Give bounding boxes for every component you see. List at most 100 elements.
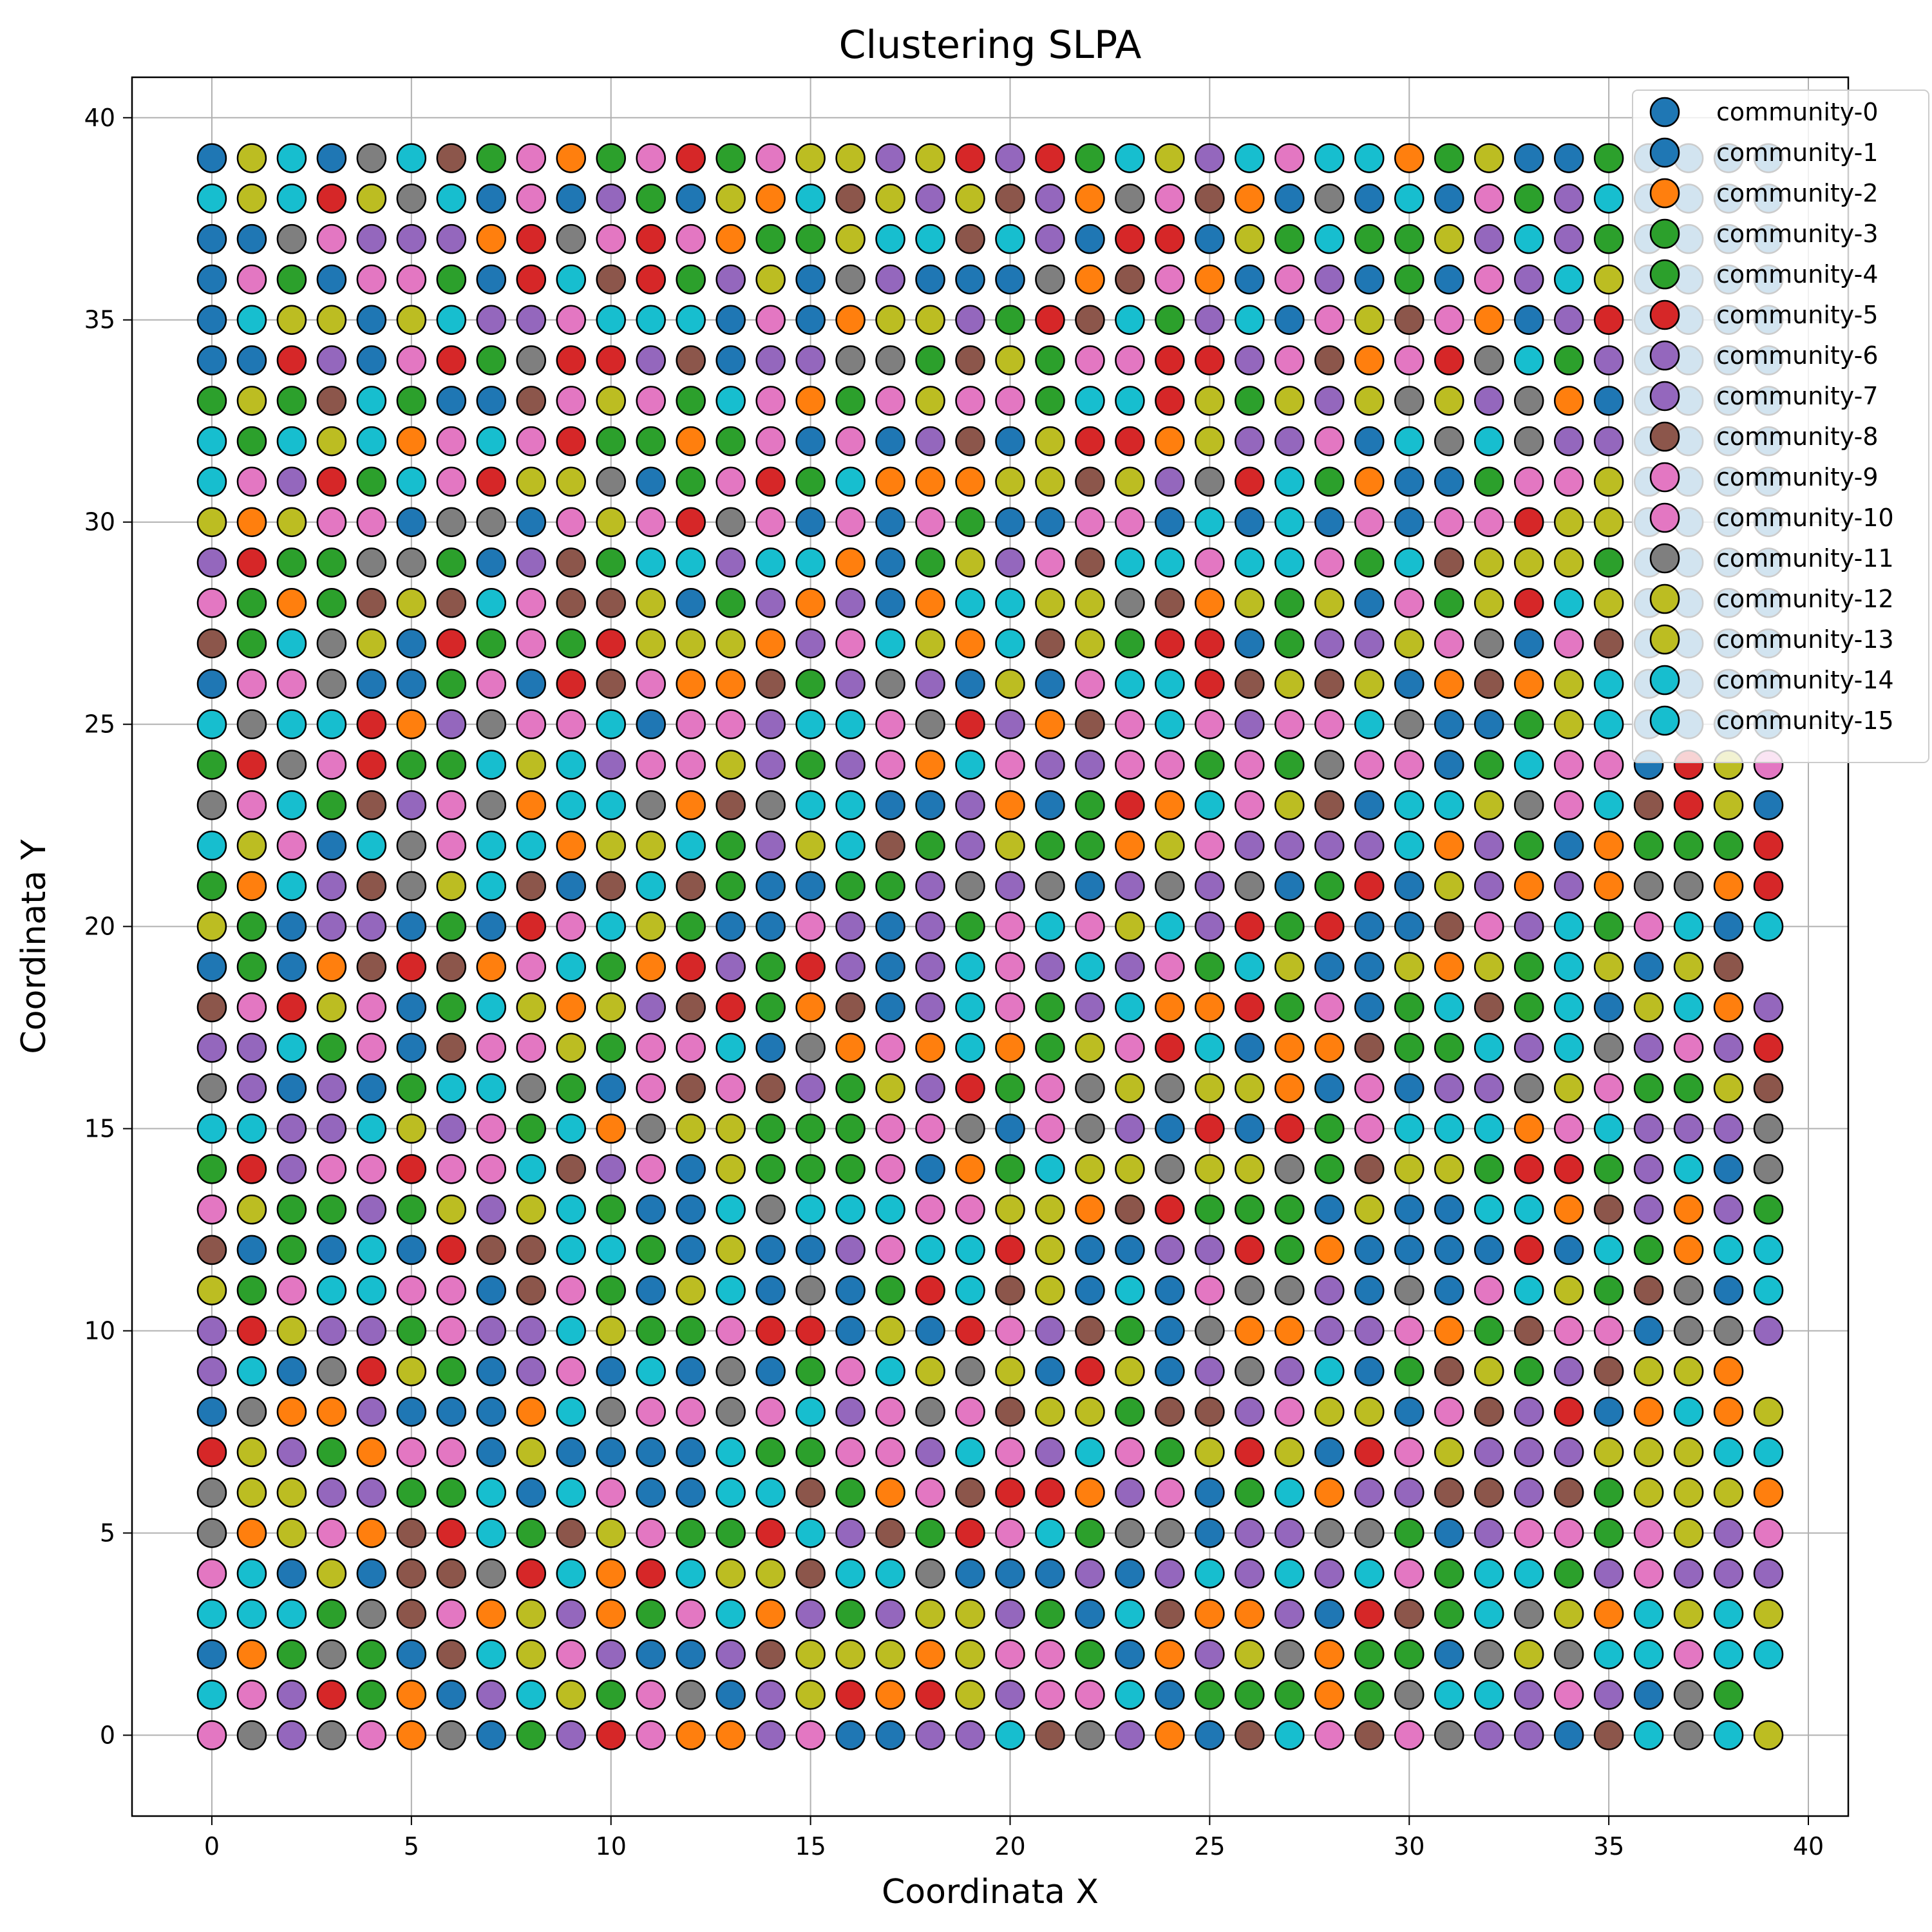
data-point	[636, 1113, 666, 1144]
data-point	[715, 1396, 746, 1427]
data-point	[236, 1396, 267, 1427]
data-point	[835, 1275, 866, 1305]
data-point	[795, 1598, 826, 1629]
data-point	[276, 1113, 307, 1144]
data-point	[1195, 223, 1225, 254]
data-point	[1155, 547, 1185, 578]
data-point	[316, 668, 347, 699]
data-point	[1035, 1194, 1065, 1225]
data-point	[1593, 1477, 1624, 1508]
data-point	[356, 223, 387, 254]
data-point	[1394, 1275, 1425, 1305]
data-point	[1633, 1275, 1664, 1305]
data-point	[995, 1437, 1025, 1468]
data-point	[755, 1275, 786, 1305]
data-point	[1473, 871, 1504, 902]
data-point	[1075, 1032, 1105, 1063]
data-point	[715, 1639, 746, 1670]
data-point	[436, 911, 467, 942]
data-point	[196, 1437, 227, 1468]
data-point	[1713, 1356, 1744, 1387]
data-point	[196, 466, 227, 497]
data-point	[276, 790, 307, 820]
data-point	[316, 830, 347, 861]
data-point	[755, 871, 786, 902]
data-point	[1075, 1558, 1105, 1589]
data-point	[476, 1154, 507, 1184]
data-point	[316, 1275, 347, 1305]
plot-frame	[131, 76, 1850, 1817]
data-point	[1434, 1154, 1464, 1184]
legend-label: community-7	[1716, 382, 1879, 410]
data-point	[875, 345, 905, 375]
data-point	[516, 1235, 547, 1265]
data-point	[636, 1437, 666, 1468]
data-point	[516, 992, 547, 1023]
data-point	[396, 1356, 427, 1387]
data-point	[556, 871, 586, 902]
legend-label: community-10	[1716, 504, 1894, 532]
data-point	[636, 1477, 666, 1508]
data-point	[396, 426, 427, 457]
data-point	[715, 184, 746, 214]
data-point	[1593, 1194, 1624, 1225]
data-point	[1195, 1396, 1225, 1427]
data-point	[955, 547, 985, 578]
data-point	[1035, 1558, 1065, 1589]
data-point	[676, 1598, 706, 1629]
data-point	[1354, 1639, 1385, 1670]
data-point	[1394, 426, 1425, 457]
data-point	[1314, 1437, 1345, 1468]
data-point	[875, 184, 905, 214]
data-point	[516, 1720, 547, 1750]
data-point	[875, 1275, 905, 1305]
data-point	[596, 1032, 626, 1063]
data-point	[516, 1598, 547, 1629]
data-point	[436, 750, 467, 780]
data-point	[1434, 1113, 1464, 1144]
data-point	[1314, 1316, 1345, 1346]
data-point	[835, 750, 866, 780]
data-point	[516, 1316, 547, 1346]
data-point	[955, 1598, 985, 1629]
data-point	[755, 223, 786, 254]
data-point	[1235, 1396, 1265, 1427]
data-point	[676, 871, 706, 902]
data-point	[995, 1396, 1025, 1427]
data-point	[1633, 952, 1664, 982]
data-point	[1155, 668, 1185, 699]
data-point	[436, 992, 467, 1023]
data-point	[835, 1194, 866, 1225]
data-point	[1274, 1598, 1305, 1629]
data-point	[1314, 184, 1345, 214]
data-point	[1434, 1275, 1464, 1305]
data-point	[676, 1680, 706, 1710]
data-point	[1434, 1396, 1464, 1427]
data-point	[1593, 1073, 1624, 1104]
x-axis-label: Coordinata X	[882, 1873, 1099, 1911]
data-point	[1314, 668, 1345, 699]
data-point	[1195, 184, 1225, 214]
data-point	[516, 1396, 547, 1427]
data-point	[755, 952, 786, 982]
legend-marker	[1649, 137, 1680, 168]
data-point	[396, 184, 427, 214]
data-point	[236, 1154, 267, 1184]
data-point	[875, 1518, 905, 1548]
y-tick-label: 30	[84, 508, 115, 536]
data-point	[396, 1720, 427, 1750]
data-point	[755, 1113, 786, 1144]
data-point	[356, 1032, 387, 1063]
data-point	[1434, 426, 1464, 457]
data-point	[1513, 1680, 1544, 1710]
data-point	[1115, 952, 1145, 982]
legend: community-0community-1community-2communi…	[1632, 90, 1929, 763]
data-point	[875, 1316, 905, 1346]
data-point	[436, 1316, 467, 1346]
data-point	[1035, 426, 1065, 457]
data-point	[1235, 668, 1265, 699]
data-point	[1115, 386, 1145, 416]
data-point	[835, 345, 866, 375]
data-point	[436, 426, 467, 457]
data-point	[995, 1598, 1025, 1629]
